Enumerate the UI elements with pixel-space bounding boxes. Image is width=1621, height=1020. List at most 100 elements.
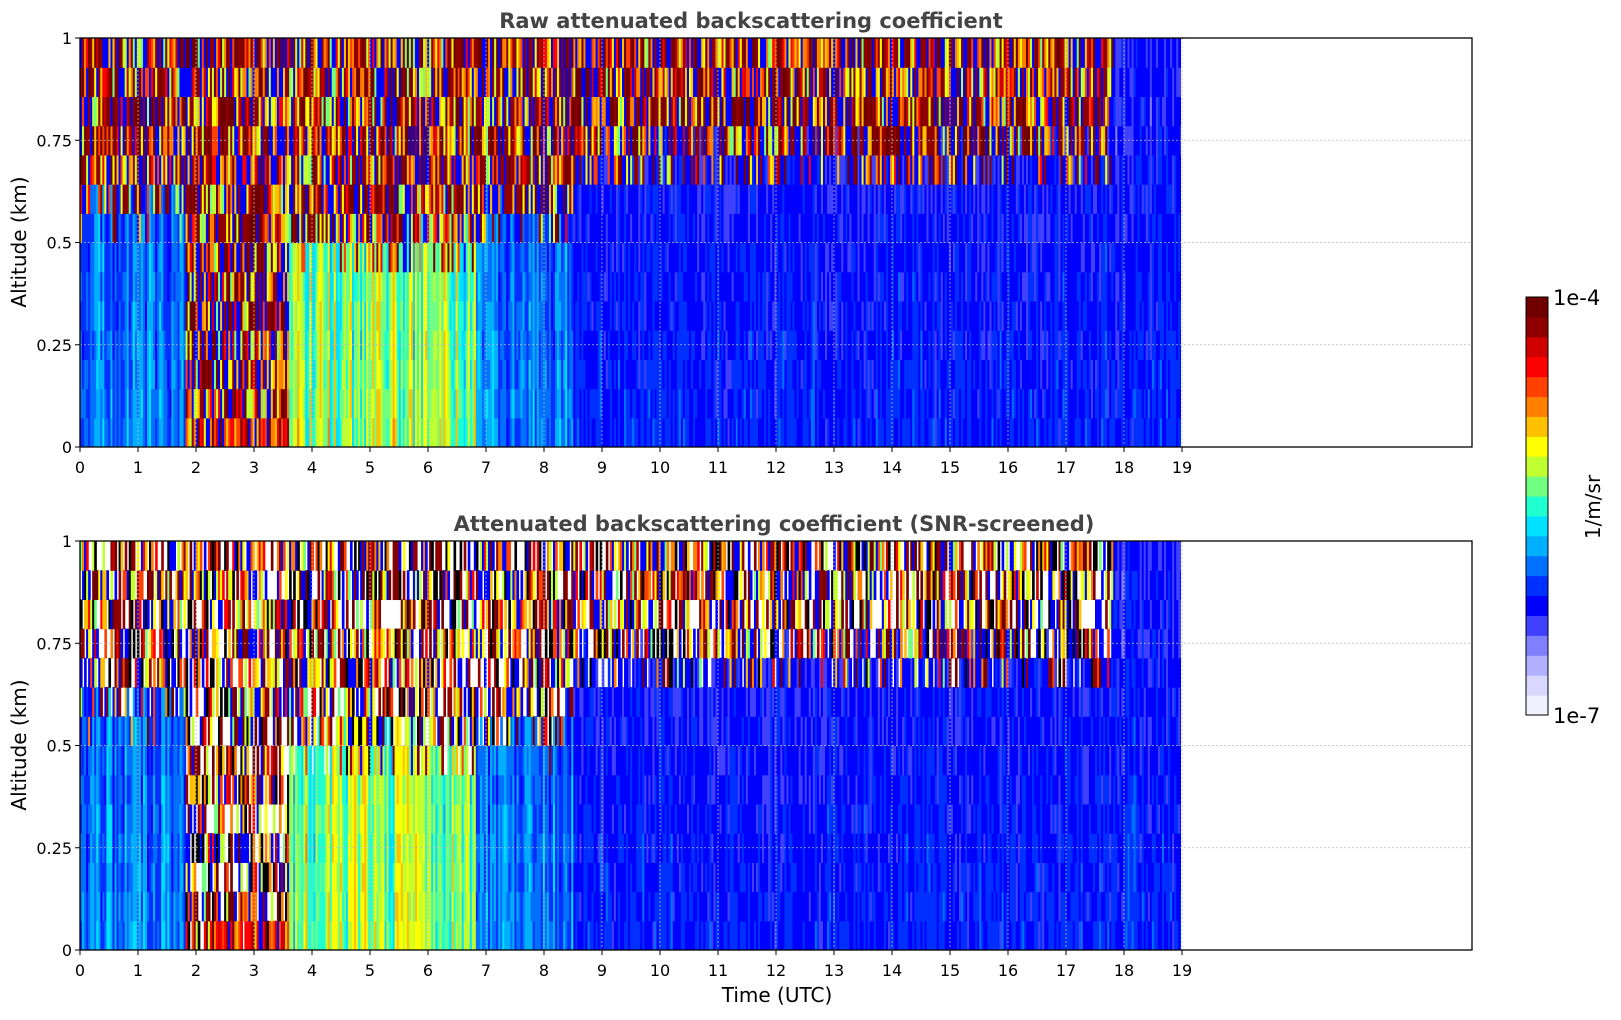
heatmap-cell [151,359,154,390]
heatmap-cell [755,300,759,331]
heatmap-cell [80,67,83,98]
heatmap-cell [672,242,676,273]
heatmap-cell [449,125,453,156]
heatmap-cell [305,67,308,98]
heatmap-cell [622,67,625,98]
heatmap-cell [309,96,313,127]
heatmap-cell [508,300,511,331]
heatmap-cell [352,242,355,273]
heatmap-cell [132,38,136,68]
heatmap-cell [118,67,122,98]
heatmap-cell [778,154,781,185]
heatmap-cell [216,388,219,419]
heatmap-cell [498,330,501,360]
heatmap-cell [550,271,554,302]
heatmap-cell [400,300,404,331]
heatmap-cell [540,67,544,98]
heatmap-cell [642,96,645,127]
heatmap-cell [473,184,477,214]
heatmap-cell [287,271,290,302]
heatmap-cell [729,184,733,214]
heatmap-cell [796,213,800,244]
heatmap-cell [396,96,400,127]
heatmap-cell [402,417,406,447]
heatmap-cell [268,330,272,360]
heatmap-cell [697,359,700,390]
heatmap-cell [747,154,751,185]
heatmap-cell [151,213,154,244]
heatmap-cell [287,67,290,98]
heatmap-cell [325,67,329,98]
heatmap-cell [654,38,658,68]
heatmap-cell [617,184,621,214]
heatmap-cell [222,38,225,68]
heatmap-cell [230,417,233,447]
heatmap-cell [532,359,536,390]
heatmap-cell [774,388,777,419]
heatmap-cell [191,67,195,98]
heatmap-cell [486,213,489,244]
heatmap-cell [201,330,205,360]
heatmap-cell [780,300,783,331]
heatmap-cell [429,154,432,185]
heatmap-cell [719,300,723,331]
heatmap-cell [798,271,802,302]
heatmap-cell [488,184,491,214]
heatmap-cell [502,38,505,68]
heatmap-cell [177,213,181,244]
heatmap-cell [768,242,771,273]
heatmap-cell [524,213,528,244]
heatmap-cell [587,213,591,244]
heatmap-cell [254,125,258,156]
heatmap-cell [246,96,250,127]
heatmap-cell [512,242,516,273]
heatmap-cell [593,67,597,98]
heatmap-cell [624,388,627,419]
heatmap-cell [195,359,199,390]
heatmap-cell [693,38,696,68]
heatmap-cell [670,359,674,390]
heatmap-cell [626,271,629,302]
heatmap-cell [555,388,558,419]
heatmap-cell [396,242,400,273]
heatmap-cell [506,96,509,127]
heatmap-cell [100,359,103,390]
heatmap-cell [717,330,721,360]
heatmap-cell [609,213,613,244]
heatmap-cell [276,184,280,214]
heatmap-cell [416,242,420,273]
heatmap-cell [110,242,114,273]
heatmap-cell [552,417,556,447]
heatmap-cell [181,154,185,185]
heatmap-cell [660,154,664,185]
heatmap-cell [753,213,757,244]
heatmap-cell [366,417,369,447]
heatmap-cell [705,96,708,127]
heatmap-cell [439,96,442,127]
heatmap-cell [242,242,246,273]
heatmap-cell [236,300,239,331]
heatmap-cell [622,300,625,331]
heatmap-cell [599,242,603,273]
heatmap-cell [315,417,319,447]
heatmap-cell [356,417,359,447]
heatmap-cell [311,213,315,244]
heatmap-cell [311,38,315,68]
heatmap-cell [731,154,735,185]
heatmap-cell [569,125,572,156]
heatmap-cell [183,242,187,273]
heatmap-cell [94,359,97,390]
heatmap-cell [709,67,712,98]
heatmap-cell [175,67,179,98]
heatmap-cell [256,359,260,390]
heatmap-cell [313,125,317,156]
heatmap-cell [540,242,544,273]
heatmap-cell [96,67,99,98]
heatmap-cell [760,184,763,214]
heatmap-cell [463,417,467,447]
heatmap-cell [386,417,390,447]
heatmap-cell [394,242,398,273]
heatmap-cell [126,388,130,419]
heatmap-cell [481,154,485,185]
heatmap-cell [207,38,211,68]
